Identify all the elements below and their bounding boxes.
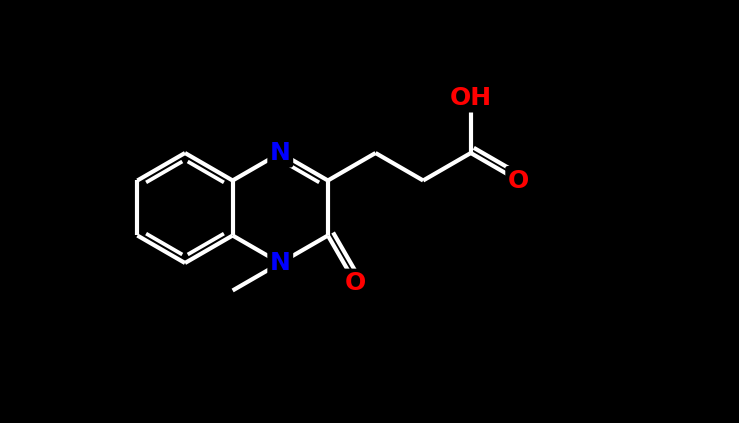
Text: O: O <box>508 168 529 192</box>
Text: N: N <box>270 141 290 165</box>
Text: OH: OH <box>450 86 492 110</box>
Text: O: O <box>345 271 366 295</box>
Text: N: N <box>270 251 290 275</box>
